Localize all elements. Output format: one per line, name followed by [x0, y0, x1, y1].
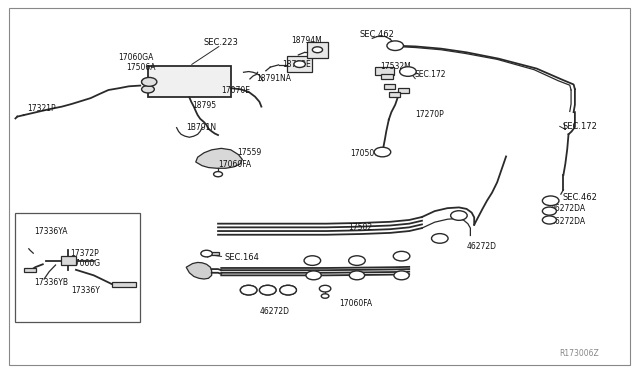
Circle shape [394, 271, 409, 280]
Text: 17070E: 17070E [221, 86, 250, 94]
Bar [381, 74, 393, 79]
Text: R173006Z: R173006Z [559, 350, 598, 359]
Text: b: b [246, 288, 251, 293]
Text: e: e [310, 258, 314, 263]
Text: e: e [312, 273, 316, 278]
Text: 46272D: 46272D [259, 307, 289, 316]
Circle shape [141, 77, 157, 86]
Text: SEC.462: SEC.462 [360, 30, 395, 39]
Text: 18794M: 18794M [291, 36, 322, 45]
Circle shape [542, 216, 556, 224]
Text: 17336YA: 17336YA [35, 227, 68, 235]
Text: 17372P: 17372P [70, 249, 99, 258]
Bar [307, 42, 328, 58]
Bar [111, 282, 136, 287]
Circle shape [304, 256, 321, 265]
Circle shape [312, 47, 323, 53]
Text: 1B791N: 1B791N [186, 123, 216, 132]
Circle shape [259, 285, 276, 295]
Circle shape [214, 171, 223, 177]
Circle shape [259, 285, 276, 295]
Text: SEC.172: SEC.172 [562, 122, 597, 131]
Text: f: f [381, 149, 384, 155]
Circle shape [431, 234, 448, 243]
Text: 18791NA: 18791NA [256, 74, 291, 83]
Text: c: c [266, 288, 269, 293]
Text: 46272D: 46272D [467, 243, 497, 251]
Text: a: a [205, 251, 209, 256]
Circle shape [542, 207, 556, 215]
Bar [287, 56, 312, 72]
Circle shape [241, 285, 257, 295]
Text: 17060GA: 17060GA [118, 53, 154, 62]
Circle shape [349, 256, 365, 265]
Bar [24, 268, 36, 272]
Text: 17060G: 17060G [70, 259, 100, 268]
Circle shape [201, 250, 212, 257]
Circle shape [387, 41, 403, 51]
Text: 17532M: 17532M [381, 61, 412, 71]
Bar [384, 84, 395, 89]
Circle shape [542, 196, 559, 206]
Circle shape [280, 285, 296, 295]
Text: 17270P: 17270P [415, 109, 444, 119]
Circle shape [451, 211, 467, 220]
Text: 18792E: 18792E [282, 60, 310, 69]
Circle shape [141, 86, 154, 93]
Text: SEC.172: SEC.172 [414, 70, 446, 79]
Bar [389, 92, 400, 97]
Bar [15, 213, 140, 322]
Polygon shape [186, 262, 212, 279]
Text: 17336Y: 17336Y [72, 286, 100, 295]
Bar [397, 88, 409, 93]
Circle shape [321, 294, 329, 298]
Circle shape [306, 271, 321, 280]
Bar [375, 67, 394, 75]
Circle shape [349, 271, 365, 280]
Text: 18795: 18795 [193, 101, 217, 110]
Text: d: d [286, 288, 290, 293]
Bar [61, 256, 76, 265]
Text: 17336YB: 17336YB [35, 278, 68, 287]
Polygon shape [196, 148, 243, 168]
Circle shape [280, 285, 296, 295]
Text: d: d [438, 236, 442, 241]
Text: 46272DA: 46272DA [550, 204, 586, 214]
Circle shape [294, 61, 305, 67]
Text: SEC.462: SEC.462 [562, 193, 597, 202]
Text: e: e [355, 273, 359, 278]
Circle shape [394, 251, 410, 261]
Text: 17050G: 17050G [351, 149, 381, 158]
Text: 17060FA: 17060FA [218, 160, 251, 169]
Text: e: e [399, 254, 403, 259]
Text: e: e [355, 258, 359, 263]
Circle shape [399, 67, 416, 76]
Text: 17559: 17559 [237, 148, 261, 157]
Bar [148, 66, 231, 97]
Circle shape [141, 78, 154, 86]
Text: h: h [406, 68, 410, 74]
Text: SEC.223: SEC.223 [204, 38, 239, 46]
Circle shape [374, 147, 391, 157]
Text: 46272DA: 46272DA [550, 217, 586, 225]
Text: 17502: 17502 [349, 223, 372, 232]
Text: h: h [393, 43, 397, 49]
Text: g: g [548, 198, 553, 204]
Circle shape [319, 285, 331, 292]
Circle shape [241, 285, 257, 295]
Text: 17060FA: 17060FA [339, 299, 372, 308]
Text: d: d [457, 213, 461, 218]
Text: SEC.164: SEC.164 [225, 253, 259, 263]
Polygon shape [204, 252, 220, 256]
Text: e: e [399, 273, 403, 278]
Text: 17506A: 17506A [126, 63, 156, 72]
Text: 17321P: 17321P [27, 104, 56, 113]
